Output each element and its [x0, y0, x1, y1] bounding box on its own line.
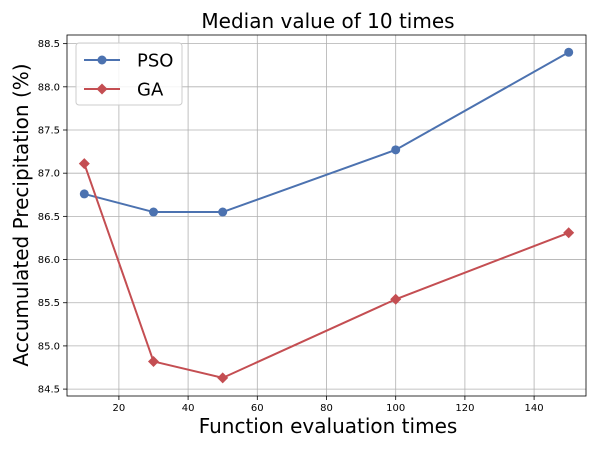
y-tick-label: 87.5	[38, 126, 60, 137]
series-ga-point	[148, 355, 159, 367]
series-ga-point	[78, 158, 90, 170]
series-ga-point	[563, 227, 575, 239]
chart-title: Median value of 10 times	[201, 9, 454, 33]
legend-item-ga: GA	[84, 80, 164, 101]
y-tick-label: 84.5	[38, 385, 60, 396]
series-pso	[79, 47, 574, 217]
legend-marker	[97, 55, 107, 65]
y-tick-label: 87.0	[38, 169, 60, 180]
x-tick-label: 100	[386, 403, 405, 414]
x-tick-label: 60	[251, 403, 264, 414]
series-pso-point	[564, 47, 574, 57]
x-tick-label: 80	[320, 403, 333, 414]
x-tick-label: 140	[525, 403, 544, 414]
legend-marker	[96, 83, 108, 95]
series-ga	[78, 158, 575, 384]
series-pso-point	[218, 207, 228, 217]
series-ga-point	[390, 293, 402, 305]
series-pso-point	[391, 145, 401, 155]
legend-label: GA	[137, 80, 164, 101]
y-tick-label: 85.5	[38, 298, 60, 309]
y-tick-label: 88.5	[38, 39, 60, 50]
legend-label: PSO	[137, 51, 173, 72]
y-tick-label: 85.0	[38, 341, 60, 352]
x-tick-label: 40	[182, 403, 195, 414]
legend: PSO GA	[75, 42, 183, 106]
series-pso-point	[79, 189, 89, 199]
x-tick-label: 120	[455, 403, 474, 414]
y-tick-label: 86.5	[38, 212, 60, 223]
legend-item-pso: PSO	[84, 51, 173, 72]
series-ga-point	[217, 372, 229, 384]
series-group	[78, 47, 575, 384]
y-tick-label: 88.0	[38, 82, 60, 93]
tick-labels: 20 40 60 80 100 120 140 84.5 85.0 85.5 86.0 86.5 87.…	[38, 39, 544, 414]
series-pso-point	[149, 207, 158, 217]
y-tick-label: 86.0	[38, 255, 60, 266]
y-axis-label: Accumulated Precipitation (%)	[9, 63, 33, 366]
x-tick-label: 20	[113, 403, 126, 414]
x-axis-label: Function evaluation times	[199, 414, 458, 438]
